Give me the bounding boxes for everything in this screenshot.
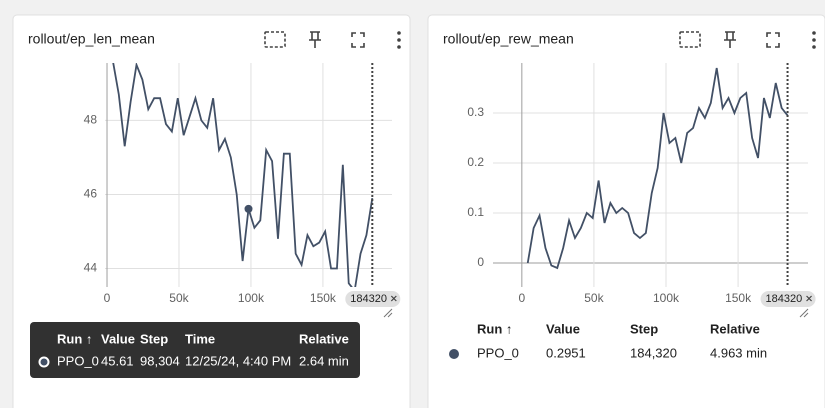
tooltip-cell: 98,304: [140, 353, 180, 368]
series-line: [526, 67, 789, 270]
y-tick-label: 0: [477, 255, 484, 269]
icon-close[interactable]: [806, 295, 812, 302]
cursor-badge[interactable]: [345, 291, 401, 307]
tooltip-cell: 45.61: [101, 353, 134, 368]
tooltip: [30, 322, 360, 378]
table-cell: PPO_0: [477, 345, 519, 360]
icon-pin[interactable]: [309, 31, 321, 48]
y-tick-label: 0.3: [467, 105, 484, 119]
x-tick-label: 150k: [310, 291, 337, 305]
y-tick-label: 48: [84, 113, 98, 127]
tooltip-cell: 2.64 min: [299, 353, 349, 368]
tooltip-cell: PPO_0: [57, 353, 99, 368]
icon-fit[interactable]: [264, 31, 286, 48]
x-tick-label: 150k: [725, 291, 752, 305]
tooltip-header: Relative: [299, 331, 349, 346]
tooltip-header: Value: [101, 331, 135, 346]
table-cell: 184,320: [630, 345, 677, 360]
x-tick-label: 0: [518, 291, 525, 305]
icon-menu-dot[interactable]: [812, 38, 816, 42]
chart-title: rollout/ep_len_mean: [28, 31, 155, 47]
card: [12, 14, 411, 408]
icon-resize: [383, 308, 393, 318]
cursor-step-label: 184320: [350, 293, 387, 305]
run-swatch: [38, 356, 50, 368]
icon-fit[interactable]: [679, 31, 701, 48]
cursor-step-label: 184320: [766, 293, 803, 305]
run-swatch: [449, 349, 459, 359]
y-tick-label: 0.1: [467, 205, 484, 219]
x-tick-label: 0: [104, 291, 111, 305]
icon-menu-dot[interactable]: [397, 38, 401, 42]
icon-menu-dot[interactable]: [397, 31, 401, 35]
x-tick-label: 100k: [238, 291, 265, 305]
y-tick-label: 44: [84, 261, 98, 275]
table-header: Step: [630, 321, 658, 336]
table-header: Value: [546, 321, 580, 336]
table-header: Run ↑: [477, 321, 512, 336]
icon-fullscreen[interactable]: [351, 32, 365, 48]
icon-menu-dot[interactable]: [812, 45, 816, 49]
icon-menu-dot[interactable]: [397, 45, 401, 49]
x-tick-label: 50k: [169, 291, 189, 305]
icon-menu-dot[interactable]: [812, 31, 816, 35]
x-tick-label: 100k: [653, 291, 680, 305]
x-tick-label: 50k: [584, 291, 604, 305]
icon-pin[interactable]: [724, 31, 736, 48]
series-line: [112, 63, 374, 287]
table-cell: 4.963 min: [710, 345, 767, 360]
tooltip-header: Run ↑: [57, 331, 92, 346]
icon-resize: [799, 308, 809, 318]
table-header: Relative: [710, 321, 760, 336]
tooltip-header: Time: [185, 331, 215, 346]
y-tick-label: 0.2: [467, 155, 484, 169]
icon-fullscreen[interactable]: [766, 32, 780, 48]
table-cell: 0.2951: [546, 345, 586, 360]
tooltip-header: Step: [140, 331, 168, 346]
y-tick-label: 46: [84, 187, 98, 201]
tooltip-cell: 12/25/24, 4:40 PM: [185, 353, 291, 368]
icon-close[interactable]: [390, 295, 397, 302]
highlight-point: [244, 204, 253, 213]
cursor-badge[interactable]: [760, 291, 816, 307]
chart-title: rollout/ep_rew_mean: [443, 31, 574, 47]
